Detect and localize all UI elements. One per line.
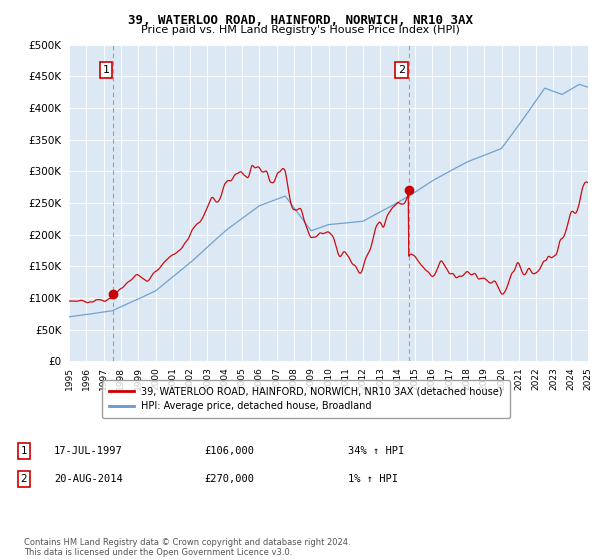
Text: 39, WATERLOO ROAD, HAINFORD, NORWICH, NR10 3AX: 39, WATERLOO ROAD, HAINFORD, NORWICH, NR… xyxy=(128,14,473,27)
Text: £270,000: £270,000 xyxy=(204,474,254,484)
Legend: 39, WATERLOO ROAD, HAINFORD, NORWICH, NR10 3AX (detached house), HPI: Average pr: 39, WATERLOO ROAD, HAINFORD, NORWICH, NR… xyxy=(103,380,509,418)
Text: 2: 2 xyxy=(20,474,28,484)
Text: 1: 1 xyxy=(20,446,28,456)
Text: 1: 1 xyxy=(103,65,110,75)
Text: 20-AUG-2014: 20-AUG-2014 xyxy=(54,474,123,484)
Text: 2: 2 xyxy=(398,65,405,75)
Text: 1% ↑ HPI: 1% ↑ HPI xyxy=(348,474,398,484)
Text: £106,000: £106,000 xyxy=(204,446,254,456)
Text: 17-JUL-1997: 17-JUL-1997 xyxy=(54,446,123,456)
Text: Contains HM Land Registry data © Crown copyright and database right 2024.
This d: Contains HM Land Registry data © Crown c… xyxy=(24,538,350,557)
Text: Price paid vs. HM Land Registry's House Price Index (HPI): Price paid vs. HM Land Registry's House … xyxy=(140,25,460,35)
Text: 34% ↑ HPI: 34% ↑ HPI xyxy=(348,446,404,456)
